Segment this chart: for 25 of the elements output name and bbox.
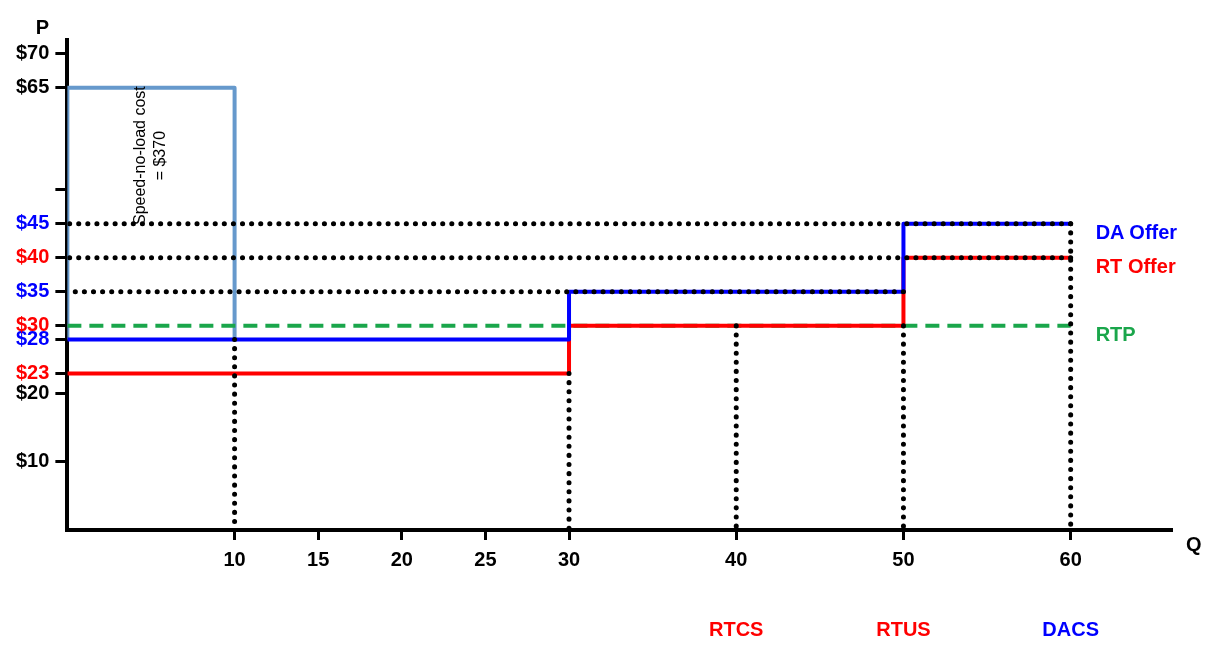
y-tick-label: $40 bbox=[15, 245, 50, 268]
y-tick-label: $20 bbox=[15, 381, 50, 404]
text: RTUS bbox=[876, 617, 931, 640]
y-axis-title: P bbox=[35, 15, 50, 38]
x-tick-label: 60 bbox=[1059, 547, 1082, 570]
x-tick-label: 50 bbox=[892, 547, 915, 570]
y-tick-label: $70 bbox=[15, 41, 50, 64]
y-tick-label: $45 bbox=[15, 211, 50, 234]
y-tick-label: $23 bbox=[15, 360, 50, 383]
y-tick-label: $35 bbox=[15, 279, 50, 302]
x-tick-label: 10 bbox=[223, 547, 246, 570]
series-label: RT Offer bbox=[1095, 255, 1176, 278]
x-tick-label: 15 bbox=[307, 547, 330, 570]
x-tick-label: 40 bbox=[725, 547, 748, 570]
x-axis-title: Q bbox=[1186, 532, 1202, 555]
x-tick-label: 25 bbox=[474, 547, 497, 570]
y-tick-label: $65 bbox=[15, 75, 50, 98]
series-label: RTP bbox=[1095, 323, 1136, 346]
series-label: DA Offer bbox=[1095, 221, 1178, 244]
x-tick-label: 20 bbox=[390, 547, 413, 570]
y-tick-label: $10 bbox=[15, 449, 50, 472]
annotation: Speed-no-load cost = $370 bbox=[130, 85, 168, 226]
text: DACS bbox=[1042, 617, 1100, 640]
text: RTCS bbox=[709, 617, 764, 640]
x-tick-label: 30 bbox=[557, 547, 581, 570]
